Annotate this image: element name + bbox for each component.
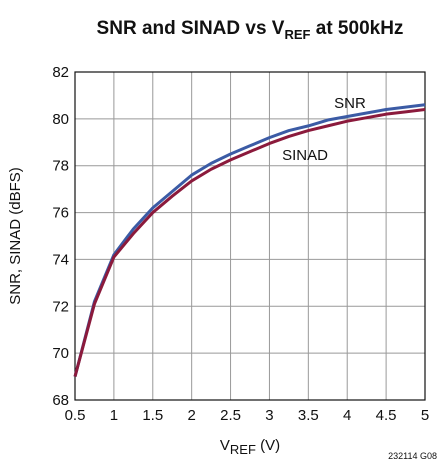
x-tick-label: 1 [110,407,118,424]
xlabel-subscript: REF [230,442,256,457]
xlabel-part: (V) [256,437,280,454]
x-tick-label: 4.5 [376,407,397,424]
x-tick-label: 3 [265,407,273,424]
title-part: at 500kHz [310,18,403,39]
x-tick-label: 5 [421,407,429,424]
chart-title: SNR and SINAD vs VREF at 500kHz [97,18,404,42]
x-tick-label: 2.5 [220,407,241,424]
x-tick-label: 2 [187,407,195,424]
series-line [73,107,426,377]
series-label: SNR [334,95,366,112]
y-tick-label: 74 [52,251,69,268]
x-tick-label: 0.5 [65,407,86,424]
x-tick-label: 4 [343,407,351,424]
y-tick-label: 72 [52,298,69,315]
title-subscript: REF [284,27,310,42]
y-tick-label: 82 [52,64,69,81]
x-tick-label: 1.5 [142,407,163,424]
y-tick-label: 80 [52,111,69,128]
y-axis-label: SNR, SINAD (dBFS) [7,167,24,305]
y-tick-label: 70 [52,345,69,362]
y-tick-label: 68 [52,392,69,409]
y-tick-label: 78 [52,158,69,175]
plot-frame [74,71,426,401]
xlabel-part: V [220,437,230,454]
x-tick-label: 3.5 [298,407,319,424]
title-part: SNR and SINAD vs V [97,18,285,39]
x-axis-label: VREF (V) [220,437,280,457]
y-tick-label: 76 [52,205,69,222]
series-line [73,103,426,377]
footnote: 232114 G08 [388,451,437,461]
series-label: SINAD [282,147,328,164]
